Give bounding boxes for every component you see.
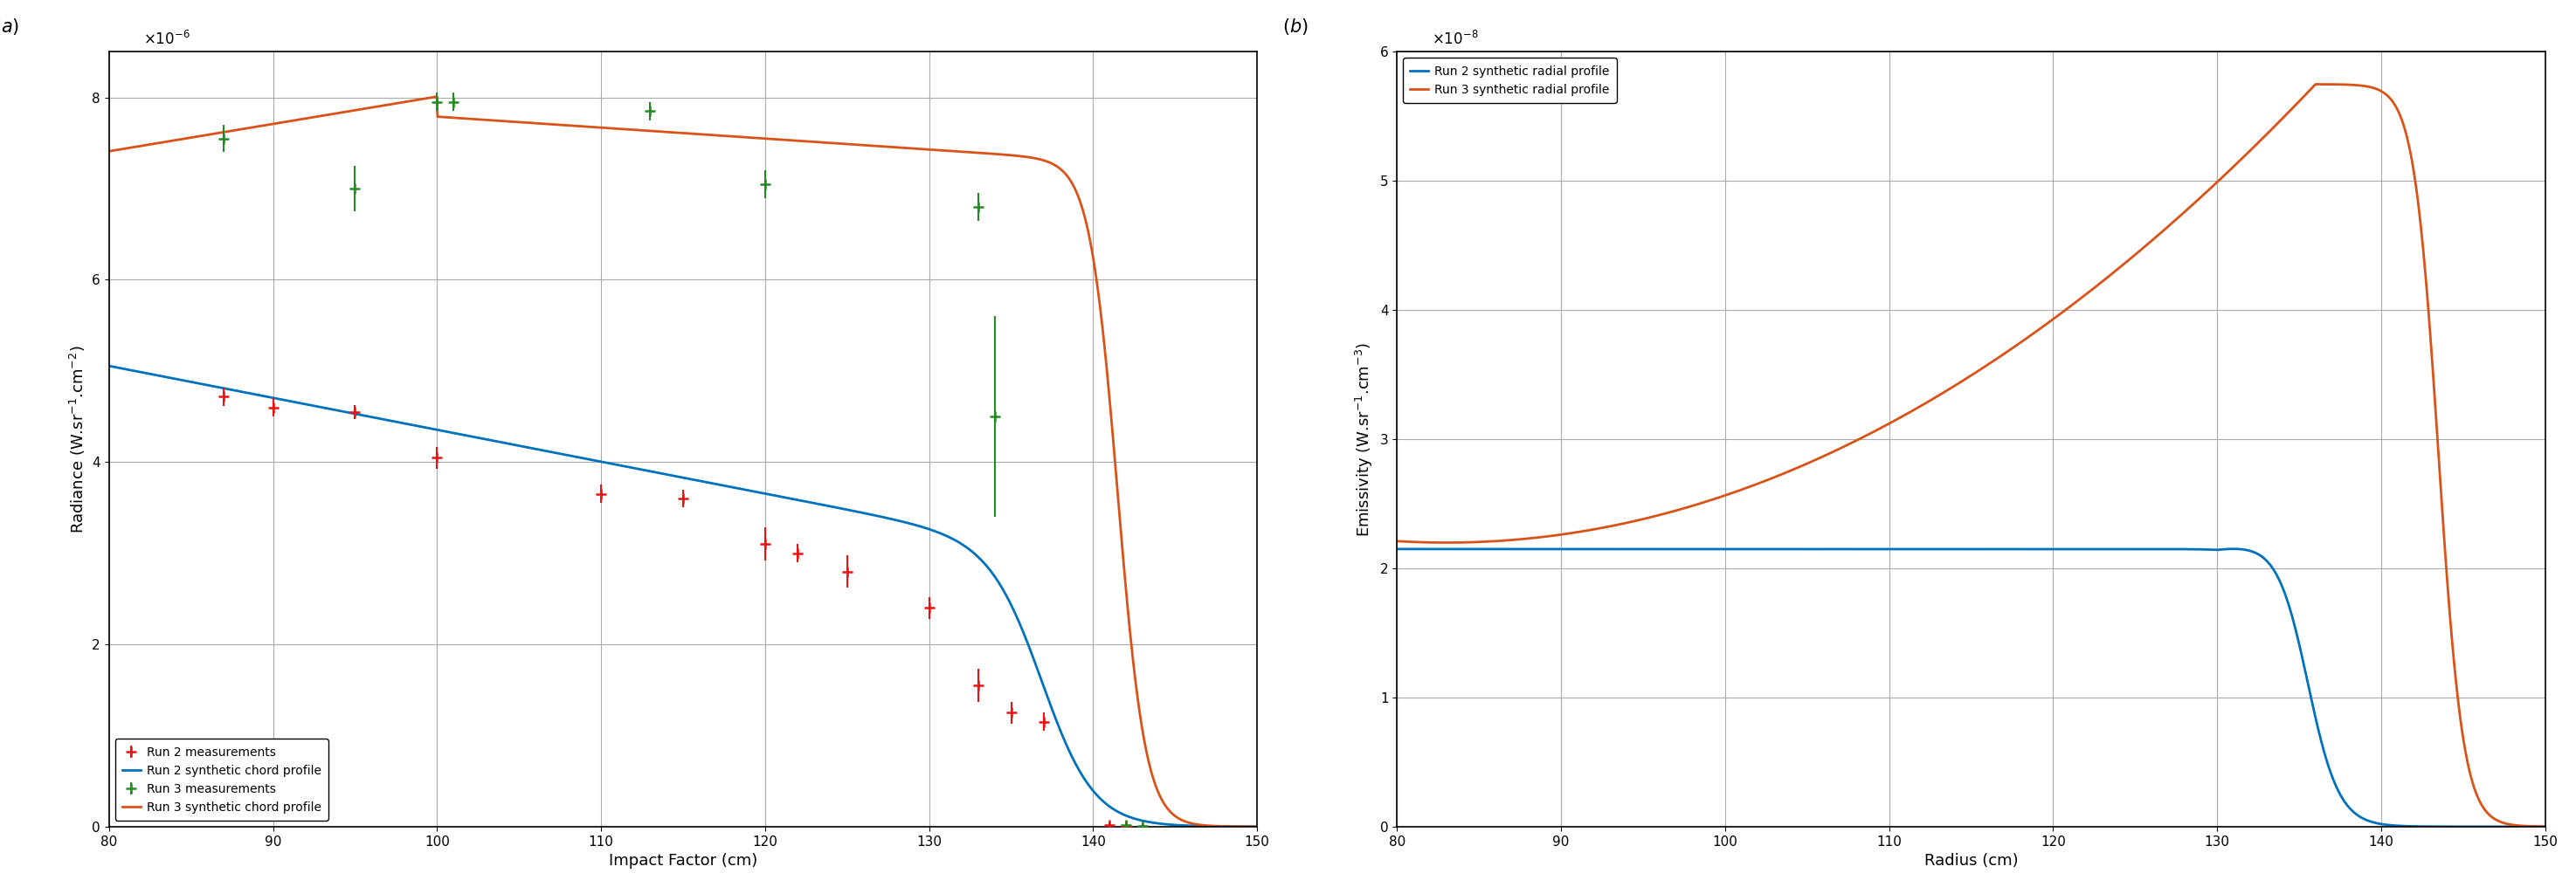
Run 3 synthetic chord profile [1208, 821, 1239, 832]
Text: $\times10^{-8}$: $\times10^{-8}$ [1432, 30, 1479, 48]
Run 2 synthetic radial profile [1440, 544, 1471, 554]
Run 2 synthetic radial profile [1940, 544, 1971, 554]
Run 3 synthetic chord profile [93, 146, 124, 157]
Run 3 synthetic radial profile [2496, 820, 2527, 830]
Run 2 synthetic chord profile [621, 463, 652, 474]
Run 2 synthetic chord profile [93, 361, 124, 372]
Run 3 synthetic radial profile [1940, 380, 1971, 390]
Text: $(a)$: $(a)$ [0, 16, 21, 36]
Run 2 synthetic chord profile [1208, 821, 1239, 832]
Text: $\times10^{-6}$: $\times10^{-6}$ [144, 30, 191, 48]
Run 2 synthetic chord profile [1208, 821, 1239, 832]
Line: Run 3 synthetic radial profile: Run 3 synthetic radial profile [1396, 84, 2545, 827]
Run 3 synthetic radial profile [2300, 79, 2331, 90]
Run 3 synthetic chord profile [1208, 821, 1239, 832]
Run 3 synthetic radial profile [2285, 94, 2316, 105]
Run 2 synthetic chord profile [997, 603, 1028, 614]
Y-axis label: Emissivity (W.sr$^{-1}$.cm$^{-3}$): Emissivity (W.sr$^{-1}$.cm$^{-3}$) [1355, 341, 1376, 537]
Line: Run 3 synthetic chord profile: Run 3 synthetic chord profile [108, 97, 1257, 827]
Run 2 synthetic chord profile [1242, 821, 1273, 832]
Run 2 synthetic chord profile [652, 469, 683, 480]
Line: Run 2 synthetic chord profile: Run 2 synthetic chord profile [108, 366, 1257, 827]
Run 3 synthetic chord profile [652, 127, 683, 137]
X-axis label: Impact Factor (cm): Impact Factor (cm) [608, 853, 757, 868]
Run 3 synthetic radial profile [1909, 398, 1940, 409]
Run 3 synthetic radial profile [2530, 821, 2561, 832]
Run 3 synthetic chord profile [997, 150, 1028, 161]
Run 2 synthetic radial profile [2285, 649, 2316, 660]
Run 3 synthetic chord profile [1242, 821, 1273, 832]
Run 3 synthetic chord profile [152, 137, 183, 147]
Run 3 synthetic chord profile [621, 125, 652, 136]
Run 3 synthetic radial profile [2496, 820, 2527, 830]
Run 2 synthetic radial profile [2218, 544, 2249, 554]
Text: $(b)$: $(b)$ [1283, 16, 1309, 36]
Line: Run 2 synthetic radial profile: Run 2 synthetic radial profile [1396, 549, 2545, 827]
Run 2 synthetic radial profile [1381, 544, 1412, 554]
Run 3 synthetic chord profile [422, 91, 453, 102]
Y-axis label: Radiance (W.sr$^{-1}$.cm$^{-2}$): Radiance (W.sr$^{-1}$.cm$^{-2}$) [67, 345, 88, 533]
Legend: Run 2 measurements, Run 2 synthetic chord profile, Run 3 measurements, Run 3 syn: Run 2 measurements, Run 2 synthetic chor… [116, 739, 330, 820]
Legend: Run 2 synthetic radial profile, Run 3 synthetic radial profile: Run 2 synthetic radial profile, Run 3 sy… [1404, 58, 1618, 103]
Run 2 synthetic radial profile [2496, 821, 2527, 832]
Run 2 synthetic radial profile [2530, 821, 2561, 832]
Run 2 synthetic chord profile [152, 372, 183, 382]
Run 2 synthetic radial profile [2496, 821, 2527, 832]
X-axis label: Radius (cm): Radius (cm) [1924, 853, 2017, 868]
Run 2 synthetic radial profile [1909, 544, 1940, 554]
Run 3 synthetic radial profile [1381, 536, 1412, 546]
Run 3 synthetic radial profile [1440, 538, 1471, 548]
